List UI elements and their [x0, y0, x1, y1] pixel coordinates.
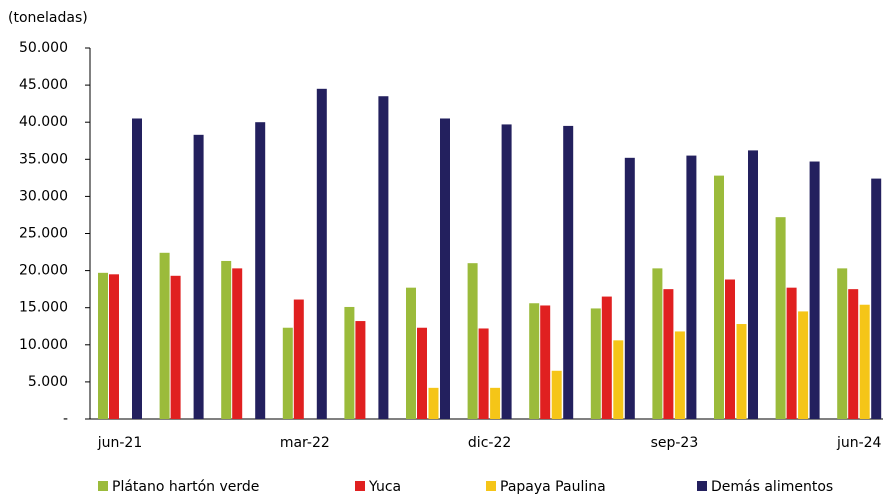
legend-label: Papaya Paulina — [500, 479, 606, 495]
bar — [467, 263, 478, 419]
bar — [613, 340, 624, 419]
bar — [674, 331, 685, 419]
bar — [663, 289, 674, 419]
y-tick-label: 45.000 — [19, 77, 68, 93]
bar — [478, 328, 489, 419]
bar — [378, 96, 389, 419]
y-tick-label: 20.000 — [19, 263, 68, 279]
bar — [859, 304, 870, 419]
bar — [193, 134, 204, 419]
bar — [686, 155, 697, 419]
legend-label: Demás alimentos — [711, 479, 833, 495]
bar — [417, 327, 427, 419]
bar — [601, 296, 612, 419]
bar — [293, 299, 304, 419]
bar — [221, 260, 232, 419]
y-tick-label: 15.000 — [19, 300, 68, 316]
x-tick-label: jun-21 — [97, 435, 143, 451]
legend-swatch — [486, 481, 496, 491]
bar — [440, 118, 450, 420]
y-axis-label: (toneladas) — [8, 10, 88, 26]
bar — [159, 252, 170, 419]
bar — [748, 150, 758, 419]
y-tick-label: 40.000 — [19, 114, 68, 130]
legend-swatch — [355, 481, 365, 491]
y-tick-label: 50.000 — [19, 40, 68, 56]
bar — [848, 289, 859, 419]
bar — [255, 122, 266, 419]
bar — [501, 124, 512, 420]
bar — [109, 274, 119, 419]
bar — [98, 272, 108, 419]
y-tick-label: 5.000 — [28, 374, 68, 390]
bar — [725, 279, 735, 419]
legend-label: Yuca — [368, 479, 401, 495]
bar — [775, 217, 786, 419]
bar — [232, 268, 243, 419]
x-tick-label: sep-23 — [651, 435, 699, 451]
bar — [871, 178, 882, 419]
bar — [355, 321, 366, 419]
legend-swatch — [98, 481, 108, 491]
y-tick-label: 10.000 — [19, 337, 68, 353]
bar — [132, 118, 142, 420]
bar — [282, 327, 293, 419]
bar — [428, 387, 439, 419]
bar — [551, 370, 562, 419]
legend-label: Plátano hartón verde — [112, 479, 259, 495]
x-tick-label: dic-22 — [468, 435, 511, 451]
y-tick-label: - — [63, 411, 68, 427]
y-tick-label: 35.000 — [19, 151, 68, 167]
bar — [406, 287, 416, 419]
bar — [490, 387, 501, 419]
bar — [798, 311, 809, 419]
bar — [170, 275, 181, 419]
legend-swatch — [697, 481, 707, 491]
bar — [809, 161, 820, 419]
bar — [316, 88, 327, 419]
bar — [652, 268, 663, 419]
bar — [529, 303, 540, 419]
bar — [714, 175, 724, 419]
bar — [344, 306, 355, 419]
x-tick-label: jun-24 — [836, 435, 882, 451]
y-tick-label: 30.000 — [19, 188, 68, 204]
bar — [837, 268, 848, 419]
bar — [736, 324, 747, 419]
bar — [540, 305, 551, 419]
bar — [563, 125, 574, 419]
bar — [590, 308, 601, 419]
bar — [624, 157, 635, 420]
bar — [786, 287, 797, 419]
y-tick-label: 25.000 — [19, 226, 68, 242]
x-tick-label: mar-22 — [280, 435, 330, 451]
